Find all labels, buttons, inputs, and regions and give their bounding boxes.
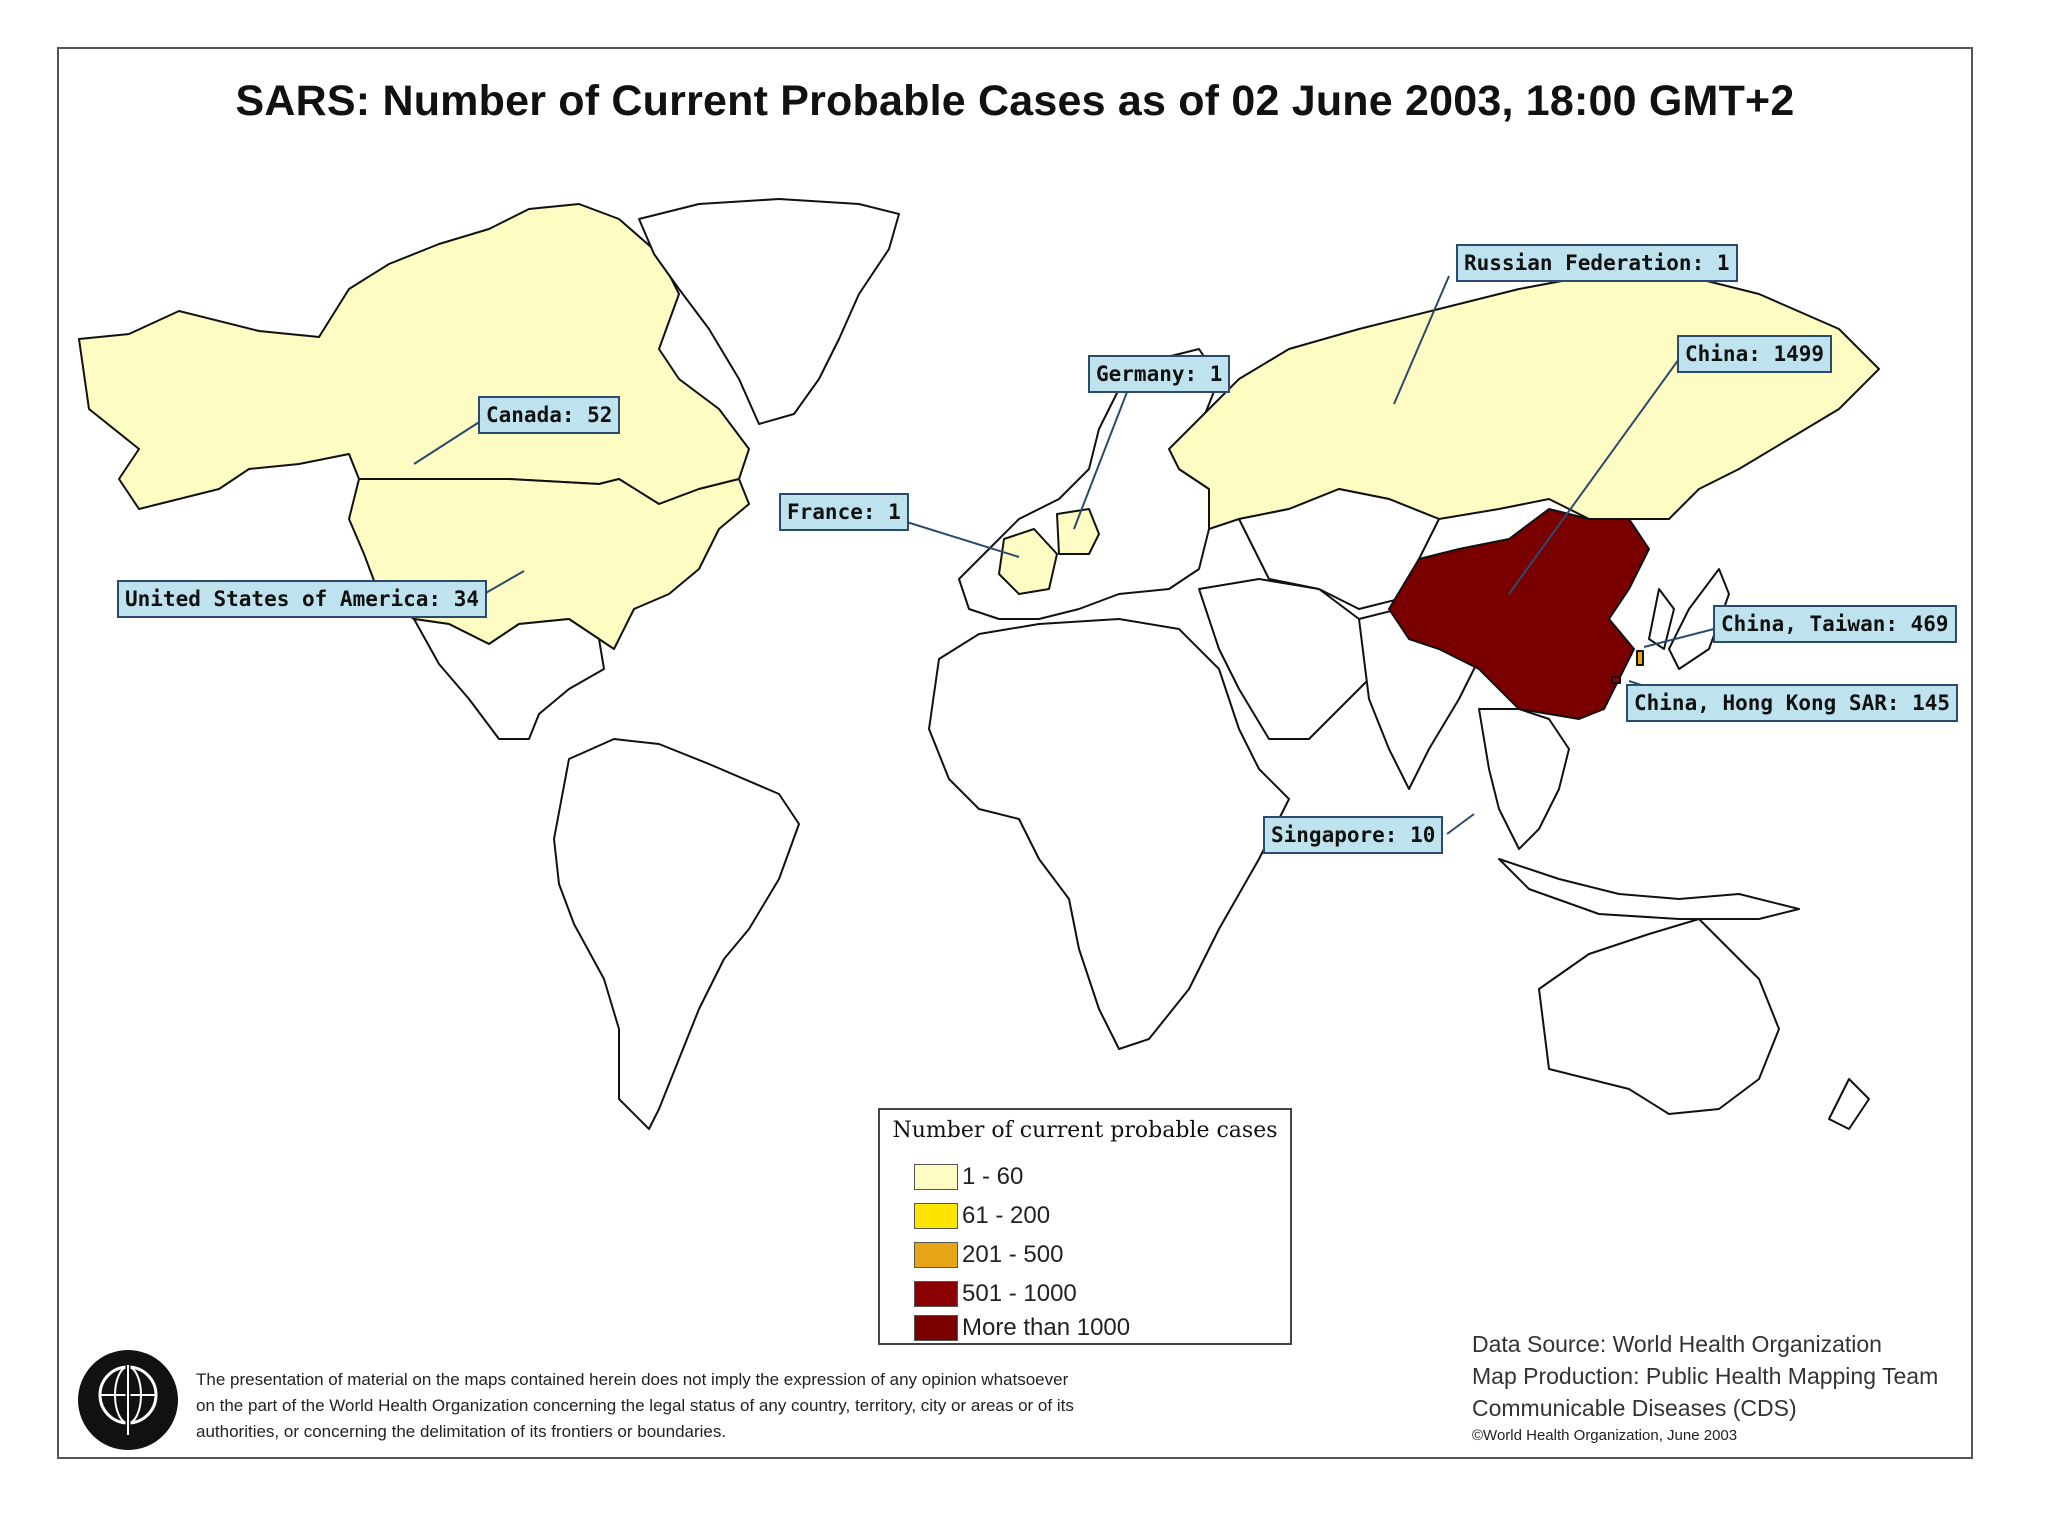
legend-label: 1 - 60 — [962, 1163, 1024, 1190]
credit-map-production: Map Production: Public Health Mapping Te… — [1472, 1363, 1939, 1389]
latin-america-region — [413, 618, 800, 1130]
singapore-leader — [1446, 813, 1475, 835]
callout-hongkong: China, Hong Kong SAR: 145 — [1626, 684, 1959, 722]
usa-leader — [483, 570, 525, 595]
germany-region — [1056, 508, 1100, 555]
disclaimer-line: on the part of the World Health Organiza… — [196, 1396, 1074, 1415]
legend-label: 201 - 500 — [962, 1241, 1064, 1268]
indonesia-region — [1498, 858, 1800, 920]
map-title: SARS: Number of Current Probable Cases a… — [235, 77, 1795, 125]
legend-item: More than 1000 — [914, 1313, 1130, 1343]
map-legend: Number of current probable cases 1 - 60 … — [878, 1108, 1292, 1345]
hongkong-marker — [1611, 676, 1621, 684]
france-region — [998, 528, 1058, 595]
legend-label: 61 - 200 — [962, 1202, 1051, 1229]
taiwan-marker — [1636, 650, 1644, 666]
callout-france: France: 1 — [779, 493, 909, 531]
callout-taiwan: China, Taiwan: 469 — [1713, 605, 1957, 643]
china-leader — [1508, 358, 1680, 595]
map-credits: Data Source: World Health Organization M… — [1472, 1328, 1938, 1448]
callout-usa: United States of America: 34 — [117, 580, 488, 618]
callout-singapore: Singapore: 10 — [1263, 816, 1444, 854]
legend-swatch — [914, 1203, 958, 1229]
greenland — [638, 198, 900, 425]
legend-item: 61 - 200 — [914, 1201, 1050, 1231]
callout-china: China: 1499 — [1677, 335, 1833, 373]
disclaimer-line: authorities, or concerning the delimitat… — [196, 1422, 727, 1441]
legend-title: Number of current probable cases — [892, 1118, 1278, 1143]
legend-label: More than 1000 — [962, 1314, 1131, 1341]
legend-swatch — [914, 1242, 958, 1268]
russia-leader — [1393, 275, 1450, 405]
disclaimer-line: The presentation of material on the maps… — [196, 1370, 1069, 1389]
legend-swatch — [914, 1315, 958, 1341]
southeast-asia-region — [1478, 708, 1570, 850]
france-leader — [896, 518, 1020, 558]
russia-region — [1168, 273, 1880, 530]
copyright-notice: ©World Health Organization, June 2003 — [1472, 1427, 1738, 1444]
map-frame: SARS: Number of Current Probable Cases a… — [57, 47, 1973, 1459]
legend-swatch — [914, 1164, 958, 1190]
who-emblem-icon — [78, 1350, 178, 1450]
legend-item: 501 - 1000 — [914, 1279, 1077, 1309]
germany-leader — [1073, 373, 1135, 530]
callout-canada: Canada: 52 — [478, 396, 621, 434]
japan-region — [1648, 568, 1730, 670]
callout-russia: Russian Federation: 1 — [1456, 244, 1738, 282]
legend-item: 1 - 60 — [914, 1162, 1023, 1192]
australia-region — [1538, 918, 1780, 1115]
legend-label: 501 - 1000 — [962, 1280, 1077, 1307]
new-zealand-region — [1828, 1078, 1870, 1130]
disclaimer-text: The presentation of material on the maps… — [196, 1367, 1246, 1445]
china-region — [1388, 508, 1650, 720]
world-map — [78, 198, 1880, 1130]
africa-region — [928, 618, 1290, 1050]
legend-item: 201 - 500 — [914, 1240, 1063, 1270]
credit-data-source: Data Source: World Health Organization — [1472, 1331, 1882, 1357]
legend-swatch — [914, 1281, 958, 1307]
taiwan-leader — [1643, 628, 1715, 648]
credit-cds: Communicable Diseases (CDS) — [1472, 1395, 1797, 1421]
callout-germany: Germany: 1 — [1088, 355, 1231, 393]
canada-leader — [413, 418, 485, 465]
